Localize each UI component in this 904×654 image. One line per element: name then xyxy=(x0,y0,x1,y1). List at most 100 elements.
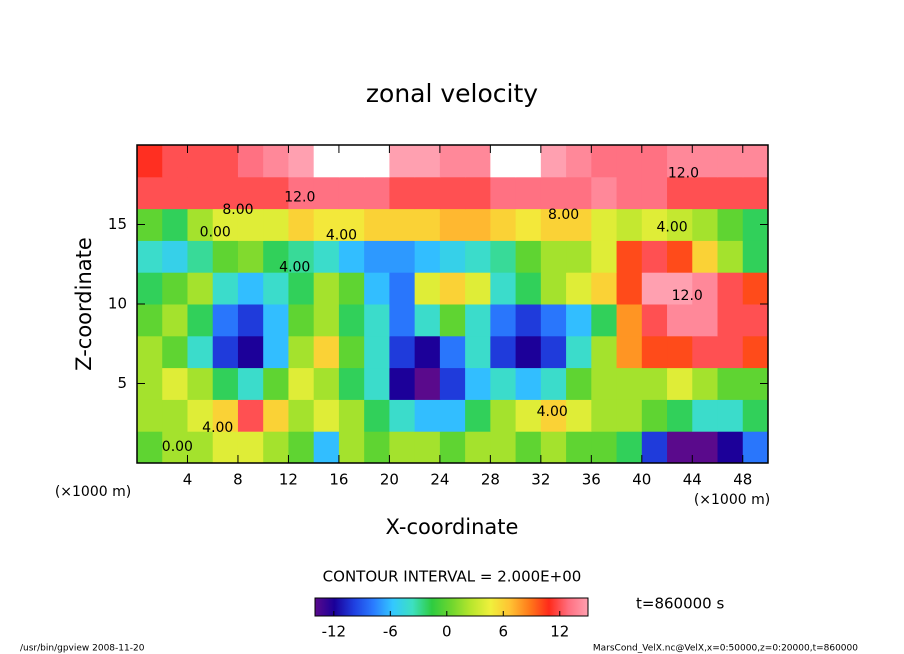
heat-cell xyxy=(717,145,744,178)
heat-cell xyxy=(641,367,668,400)
heat-cell xyxy=(212,272,239,305)
heat-cell xyxy=(414,399,441,432)
heat-cell xyxy=(566,335,592,369)
heat-cell xyxy=(263,399,289,432)
heat-cell xyxy=(465,272,491,305)
heat-cell xyxy=(490,304,517,337)
heat-cell xyxy=(439,176,466,210)
heat-cell xyxy=(566,367,592,400)
heat-cell xyxy=(742,431,769,464)
heat-cell xyxy=(187,304,214,337)
heat-cell xyxy=(364,272,390,305)
footer-left: /usr/bin/gpview 2008-11-20 xyxy=(20,644,145,654)
heat-cell xyxy=(212,431,239,464)
colorbar xyxy=(314,597,589,617)
heat-cell xyxy=(515,272,542,305)
heat-cell xyxy=(237,240,264,273)
heat-cell xyxy=(187,335,214,369)
y-tick-label: 5 xyxy=(117,374,127,392)
heat-cell xyxy=(515,176,542,210)
heat-cell xyxy=(717,431,744,464)
heat-cell xyxy=(313,208,340,241)
heat-cell xyxy=(742,335,769,369)
heat-cell xyxy=(313,399,340,432)
heat-cell xyxy=(288,335,315,369)
contour-label: 8.00 xyxy=(222,202,253,218)
heat-cell xyxy=(288,208,315,241)
heat-cell xyxy=(566,240,592,273)
heat-cell xyxy=(137,304,163,337)
heat-cell xyxy=(540,145,567,178)
heat-cell xyxy=(616,272,643,305)
heat-cell xyxy=(212,335,239,369)
heat-cell xyxy=(212,176,239,210)
heat-cell xyxy=(162,431,188,464)
heat-cell xyxy=(490,335,517,369)
heat-cell xyxy=(667,431,693,464)
heat-cell xyxy=(641,272,668,305)
heat-cell xyxy=(313,272,340,305)
heat-cell xyxy=(692,176,719,210)
heat-cell xyxy=(162,367,188,400)
heat-cell xyxy=(288,304,315,337)
heat-cell xyxy=(338,335,365,369)
heat-cell xyxy=(162,145,188,178)
heat-cell xyxy=(389,367,416,400)
heat-cell xyxy=(288,176,315,210)
heat-cell xyxy=(667,399,693,432)
heat-cell xyxy=(414,240,441,273)
heat-cell xyxy=(692,272,719,305)
heat-cell xyxy=(515,431,542,464)
x-tick-label: 12 xyxy=(279,471,298,489)
contour-label: 0.00 xyxy=(162,439,193,455)
heat-cell xyxy=(591,304,618,337)
x-tick-label: 48 xyxy=(733,471,752,489)
heat-cell xyxy=(717,304,744,337)
heat-cell xyxy=(212,240,239,273)
heat-cell xyxy=(137,431,163,464)
heat-cell xyxy=(616,431,643,464)
heat-cell xyxy=(540,240,567,273)
heat-cell xyxy=(263,272,289,305)
heat-cell xyxy=(490,272,517,305)
heat-cell xyxy=(742,304,769,337)
heat-cell xyxy=(439,240,466,273)
heat-cell xyxy=(338,431,365,464)
heat-cell xyxy=(338,145,365,178)
heat-cell xyxy=(237,367,264,400)
x-tick-label: 44 xyxy=(683,471,702,489)
heat-cell xyxy=(137,272,163,305)
heat-cell xyxy=(389,208,416,241)
x-tick-label: 16 xyxy=(329,471,348,489)
heat-cell xyxy=(515,208,542,241)
heat-cell xyxy=(162,304,188,337)
heat-cell xyxy=(439,399,466,432)
y-tick-label: 10 xyxy=(108,295,127,313)
heat-cell xyxy=(540,272,567,305)
heat-cell xyxy=(540,304,567,337)
contour-label: 4.00 xyxy=(279,259,310,275)
heat-cell xyxy=(414,431,441,464)
heat-cell xyxy=(389,145,416,178)
heat-cell xyxy=(187,240,214,273)
x-unit-label: (×1000 m) xyxy=(694,492,770,508)
heat-cell xyxy=(616,240,643,273)
heat-cell xyxy=(389,399,416,432)
heat-cell xyxy=(566,304,592,337)
heat-cell xyxy=(187,145,214,178)
heat-cell xyxy=(490,431,517,464)
heat-cell xyxy=(237,431,264,464)
heat-cell xyxy=(414,272,441,305)
heat-cell xyxy=(137,240,163,273)
heat-cell xyxy=(263,240,289,273)
heat-cell xyxy=(263,304,289,337)
x-tick-label: 24 xyxy=(430,471,449,489)
heat-cell xyxy=(338,272,365,305)
heat-cell xyxy=(338,240,365,273)
heat-cell xyxy=(288,272,315,305)
heat-cell xyxy=(667,304,693,337)
heat-cell xyxy=(667,208,693,241)
heat-cell xyxy=(540,335,567,369)
heat-cell xyxy=(212,304,239,337)
heat-cell xyxy=(742,399,769,432)
